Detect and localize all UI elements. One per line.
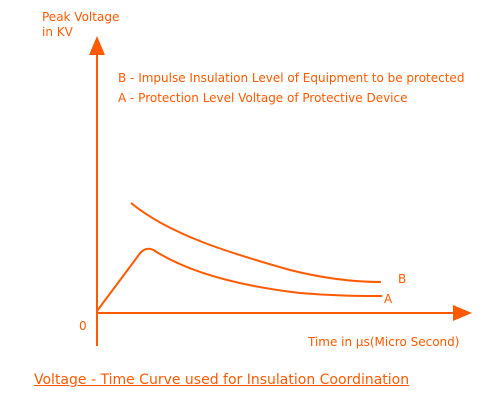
y-axis-arrowhead bbox=[89, 36, 105, 55]
y-axis-label: Peak Voltage in KV bbox=[42, 10, 119, 40]
y-axis-label-line2: in KV bbox=[42, 25, 73, 39]
curve-b-label: B bbox=[398, 272, 407, 286]
origin-label: 0 bbox=[79, 319, 87, 333]
x-axis-arrowhead bbox=[453, 305, 472, 321]
curve-a bbox=[96, 247, 383, 312]
curve-a-label: A bbox=[384, 292, 393, 306]
curve-b bbox=[130, 202, 382, 283]
legend-a: A - Protection Level Voltage of Protecti… bbox=[118, 91, 408, 105]
diagram-caption: Voltage - Time Curve used for Insulation… bbox=[34, 372, 410, 388]
x-axis-label: Time in µs(Micro Second) bbox=[308, 335, 460, 349]
y-axis-label-line1: Peak Voltage bbox=[42, 10, 120, 24]
legend-b: B - Impulse Insulation Level of Equipmen… bbox=[118, 71, 465, 85]
